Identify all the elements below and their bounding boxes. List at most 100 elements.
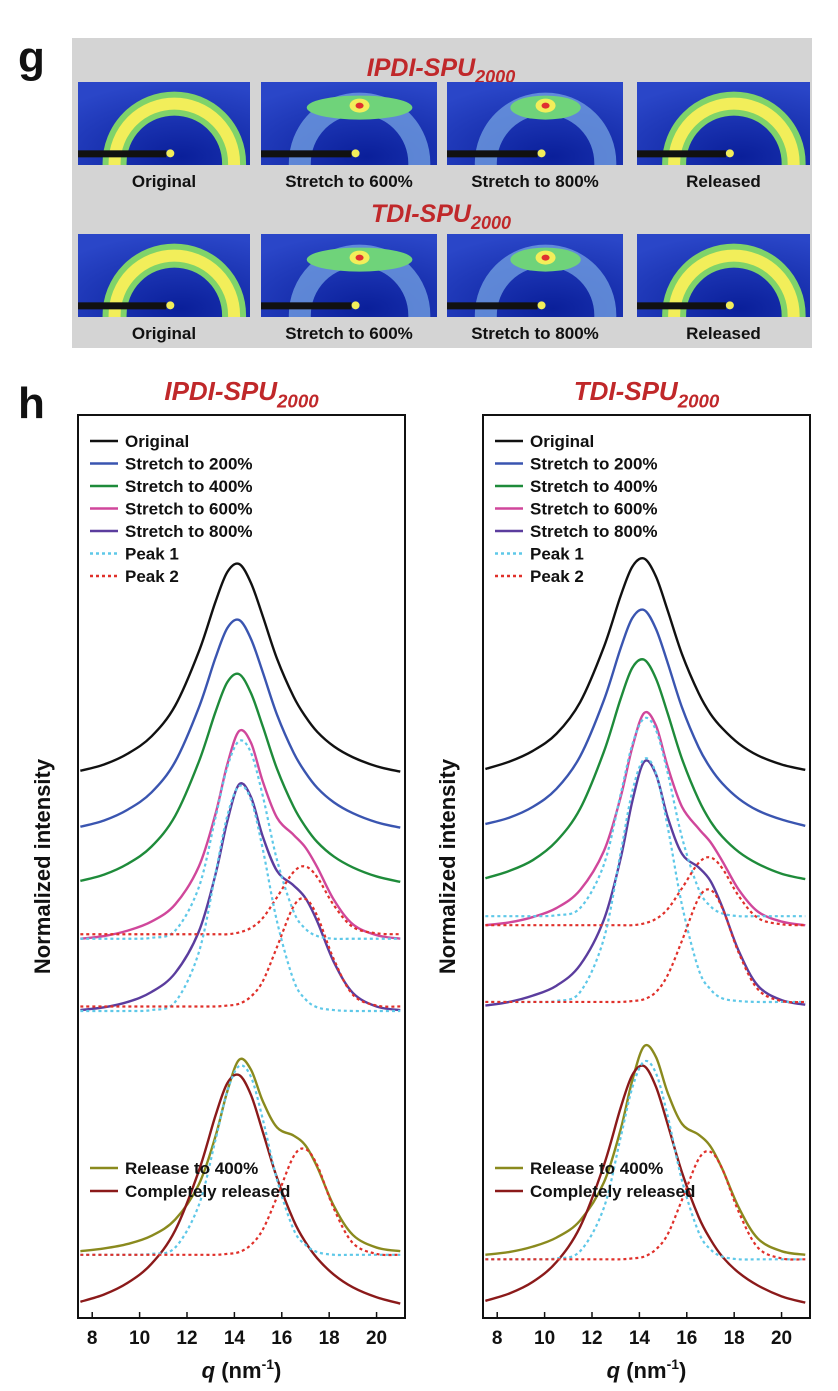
- curve: [80, 562, 401, 773]
- x-label-unit: (nm: [620, 1358, 666, 1383]
- legend-label: Peak 2: [530, 567, 584, 586]
- x-label-power: -1: [667, 1356, 680, 1372]
- panel-title: IPDI-SPU2000: [367, 54, 515, 87]
- curve: [80, 782, 401, 1012]
- beam-stop: [447, 302, 538, 310]
- x-tick-label: 14: [629, 1328, 651, 1349]
- ring-inner: [668, 97, 800, 165]
- title-text: TDI-SPU: [371, 200, 472, 228]
- curve: [80, 618, 401, 829]
- title-text: TDI-SPU: [574, 376, 679, 406]
- ring-inner: [108, 97, 241, 165]
- x-tick-label: 20: [771, 1328, 792, 1349]
- image-caption: Stretch to 800%: [471, 172, 599, 191]
- spot-center: [355, 102, 364, 109]
- x-tick-label: 16: [676, 1328, 697, 1349]
- legend-label: Peak 1: [530, 545, 584, 564]
- x-axis-label: q (nm-1): [607, 1356, 687, 1383]
- curve: [485, 1150, 806, 1261]
- curve: [80, 1057, 401, 1253]
- curve: [485, 1043, 806, 1256]
- legend-label: Peak 1: [125, 545, 179, 564]
- legend-label: Stretch to 800%: [530, 522, 658, 541]
- legend-label: Stretch to 200%: [530, 455, 658, 474]
- legend-label: Completely released: [125, 1182, 290, 1201]
- curve: [485, 608, 806, 828]
- x-tick-label: 8: [492, 1328, 503, 1349]
- plot-frame: [482, 414, 811, 1319]
- legend-label: Stretch to 600%: [530, 500, 658, 519]
- saxs-image: [447, 234, 623, 317]
- image-caption: Original: [132, 172, 196, 191]
- x-tick-label: 10: [129, 1328, 150, 1349]
- legend-label: Release to 400%: [530, 1159, 663, 1178]
- image-caption: Stretch to 600%: [285, 172, 413, 191]
- x-axis-label: q (nm-1): [202, 1356, 282, 1383]
- x-label-unit: (nm: [215, 1358, 261, 1383]
- panel-label: g: [18, 33, 45, 82]
- curve: [485, 1064, 806, 1304]
- image-caption: Stretch to 800%: [471, 324, 599, 343]
- curve: [80, 728, 401, 940]
- panel-label: h: [18, 379, 45, 428]
- saxs-image: [78, 82, 250, 165]
- curve: [485, 757, 806, 1004]
- legend-label: Release to 400%: [125, 1159, 258, 1178]
- ring-inner: [668, 249, 800, 317]
- saxs-image: [447, 82, 623, 165]
- legend-label: Peak 2: [125, 567, 179, 586]
- beam-stop: [447, 150, 538, 158]
- title-text: IPDI-SPU: [164, 376, 278, 406]
- saxs-image: [78, 234, 250, 317]
- legend-label: Original: [530, 432, 594, 451]
- spot-center: [355, 254, 364, 261]
- curve: [80, 672, 401, 884]
- legend-label: Stretch to 200%: [125, 455, 253, 474]
- beam-center: [537, 301, 546, 310]
- legend-label: Completely released: [530, 1182, 695, 1201]
- curve: [80, 1073, 401, 1305]
- y-axis-label: Normalized intensity: [435, 758, 460, 974]
- plot-frame: [77, 414, 406, 1319]
- x-label-close: ): [274, 1358, 281, 1383]
- x-label-close: ): [679, 1358, 686, 1383]
- spot-center: [541, 254, 550, 261]
- title-subscript: 2000: [276, 390, 319, 411]
- beam-center: [725, 149, 734, 158]
- y-axis-label: Normalized intensity: [30, 758, 55, 974]
- beam-stop: [637, 150, 726, 158]
- panel-title: TDI-SPU2000: [574, 376, 720, 411]
- image-caption: Stretch to 600%: [285, 324, 413, 343]
- x-tick-label: 20: [366, 1328, 387, 1349]
- beam-center: [166, 301, 175, 310]
- curve: [485, 710, 806, 927]
- curve: [80, 784, 401, 1013]
- legend-label: Original: [125, 432, 189, 451]
- legend-label: Stretch to 600%: [125, 500, 253, 519]
- x-label-symbol: q: [607, 1358, 621, 1383]
- x-tick-label: 12: [581, 1328, 602, 1349]
- beam-stop: [637, 302, 726, 310]
- curve: [80, 739, 401, 941]
- curve: [485, 716, 806, 918]
- x-tick-label: 18: [724, 1328, 745, 1349]
- image-caption: Original: [132, 324, 196, 343]
- beam-center: [725, 301, 734, 310]
- beam-center: [166, 149, 175, 158]
- legend-label: Stretch to 400%: [530, 477, 658, 496]
- x-tick-label: 18: [319, 1328, 340, 1349]
- title-subscript: 2000: [470, 213, 511, 233]
- saxs-image: [261, 234, 437, 317]
- x-tick-label: 16: [271, 1328, 292, 1349]
- x-tick-label: 10: [534, 1328, 555, 1349]
- x-tick-label: 14: [224, 1328, 246, 1349]
- beam-center: [351, 149, 360, 158]
- ring-inner: [108, 249, 241, 317]
- x-tick-label: 8: [87, 1328, 98, 1349]
- curve: [485, 888, 806, 1004]
- curve: [485, 556, 806, 772]
- beam-stop: [78, 302, 167, 310]
- saxs-image: [637, 234, 810, 317]
